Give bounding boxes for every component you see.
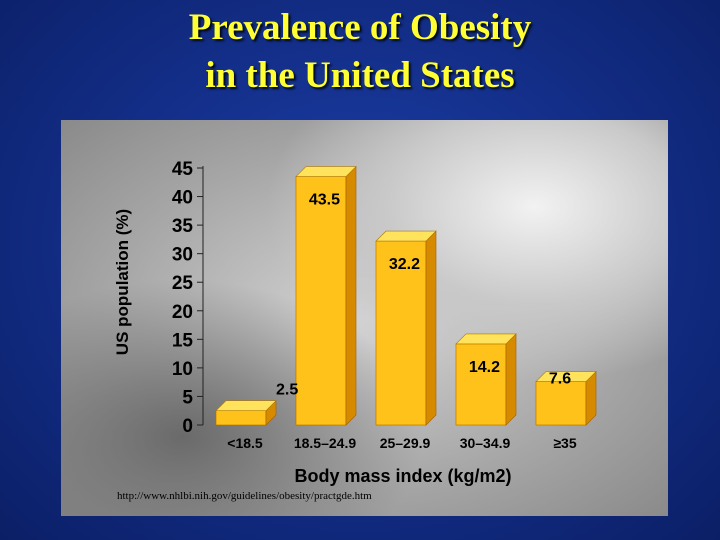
chart-panel — [61, 120, 668, 516]
data-label: 32.2 — [389, 256, 420, 273]
bar-top — [535, 371, 597, 382]
bar-front — [295, 176, 347, 426]
label-layer: 2.5 <18.5 43.5 18.5–24.9 32.2 25–29.9 14.2 30–3… — [227, 192, 577, 451]
y-tick-label: 20 — [172, 302, 193, 323]
data-label: 43.5 — [309, 192, 340, 209]
slide-title: Prevalence of Obesity in the United Stat… — [0, 4, 720, 100]
bar — [295, 165, 357, 426]
bar — [535, 370, 597, 426]
bar-top — [295, 166, 357, 177]
bar-front — [215, 410, 267, 426]
bar — [215, 399, 277, 426]
y-tick-label: 15 — [172, 330, 194, 351]
data-label: 2.5 — [276, 382, 298, 399]
title-line-1: Prevalence of Obesity — [188, 7, 532, 48]
bar-front — [535, 381, 587, 426]
bar — [455, 333, 517, 426]
bar-front — [375, 240, 427, 426]
bar — [375, 230, 437, 426]
bar-side — [425, 230, 437, 426]
x-tick-label: 25–29.9 — [380, 435, 431, 451]
y-tick-label: 35 — [172, 216, 194, 237]
y-tick-label: 45 — [172, 159, 194, 180]
x-tick-label: 18.5–24.9 — [294, 435, 356, 451]
y-tick-label: 25 — [172, 273, 194, 294]
bar-side — [345, 165, 357, 426]
y-tick-label: 40 — [172, 188, 193, 209]
x-axis-label: Body mass index (kg/m2) — [294, 466, 511, 486]
source-citation[interactable]: http://www.nhlbi.nih.gov/guidelines/obes… — [117, 490, 372, 502]
x-tick-label: 30–34.9 — [460, 435, 511, 451]
y-axis-label: US population (%) — [113, 209, 132, 355]
y-tick-label: 30 — [172, 245, 193, 266]
bar-front — [455, 343, 507, 426]
y-tick-label: 0 — [182, 416, 193, 437]
bar-layer — [215, 165, 597, 426]
title-line-2: in the United States — [205, 55, 515, 96]
y-tick-label: 10 — [172, 359, 193, 380]
bar-top — [215, 400, 277, 412]
x-tick-label: <18.5 — [227, 435, 263, 451]
data-label: 7.6 — [549, 371, 571, 388]
y-tick-label: 5 — [182, 387, 193, 408]
bar-top — [375, 230, 437, 242]
data-label: 14.2 — [469, 359, 500, 376]
x-tick-label: ≥35 — [553, 435, 576, 451]
bar-top — [455, 333, 517, 345]
bar-side — [505, 333, 517, 426]
axis-layer: 0 5 10 15 20 25 30 35 40 45 — [172, 159, 204, 437]
